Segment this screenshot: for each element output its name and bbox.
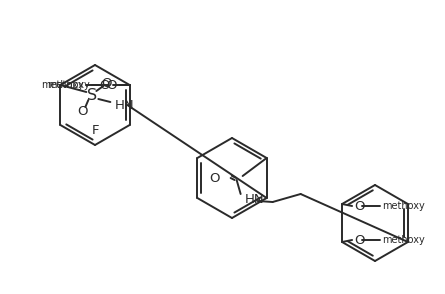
Text: methoxy: methoxy: [47, 80, 89, 90]
Text: methoxy: methoxy: [382, 201, 425, 211]
Text: O: O: [354, 233, 364, 246]
Text: HN: HN: [245, 193, 264, 206]
Text: methoxy: methoxy: [382, 235, 425, 245]
Text: O: O: [99, 78, 109, 91]
Text: O: O: [354, 200, 364, 213]
Text: O: O: [209, 171, 220, 185]
Text: S: S: [87, 88, 97, 103]
Text: O: O: [106, 78, 117, 91]
Text: HN: HN: [114, 98, 134, 111]
Text: F: F: [91, 124, 99, 137]
Text: methoxy: methoxy: [41, 80, 84, 90]
Text: O: O: [77, 104, 88, 118]
Text: O: O: [101, 76, 112, 89]
